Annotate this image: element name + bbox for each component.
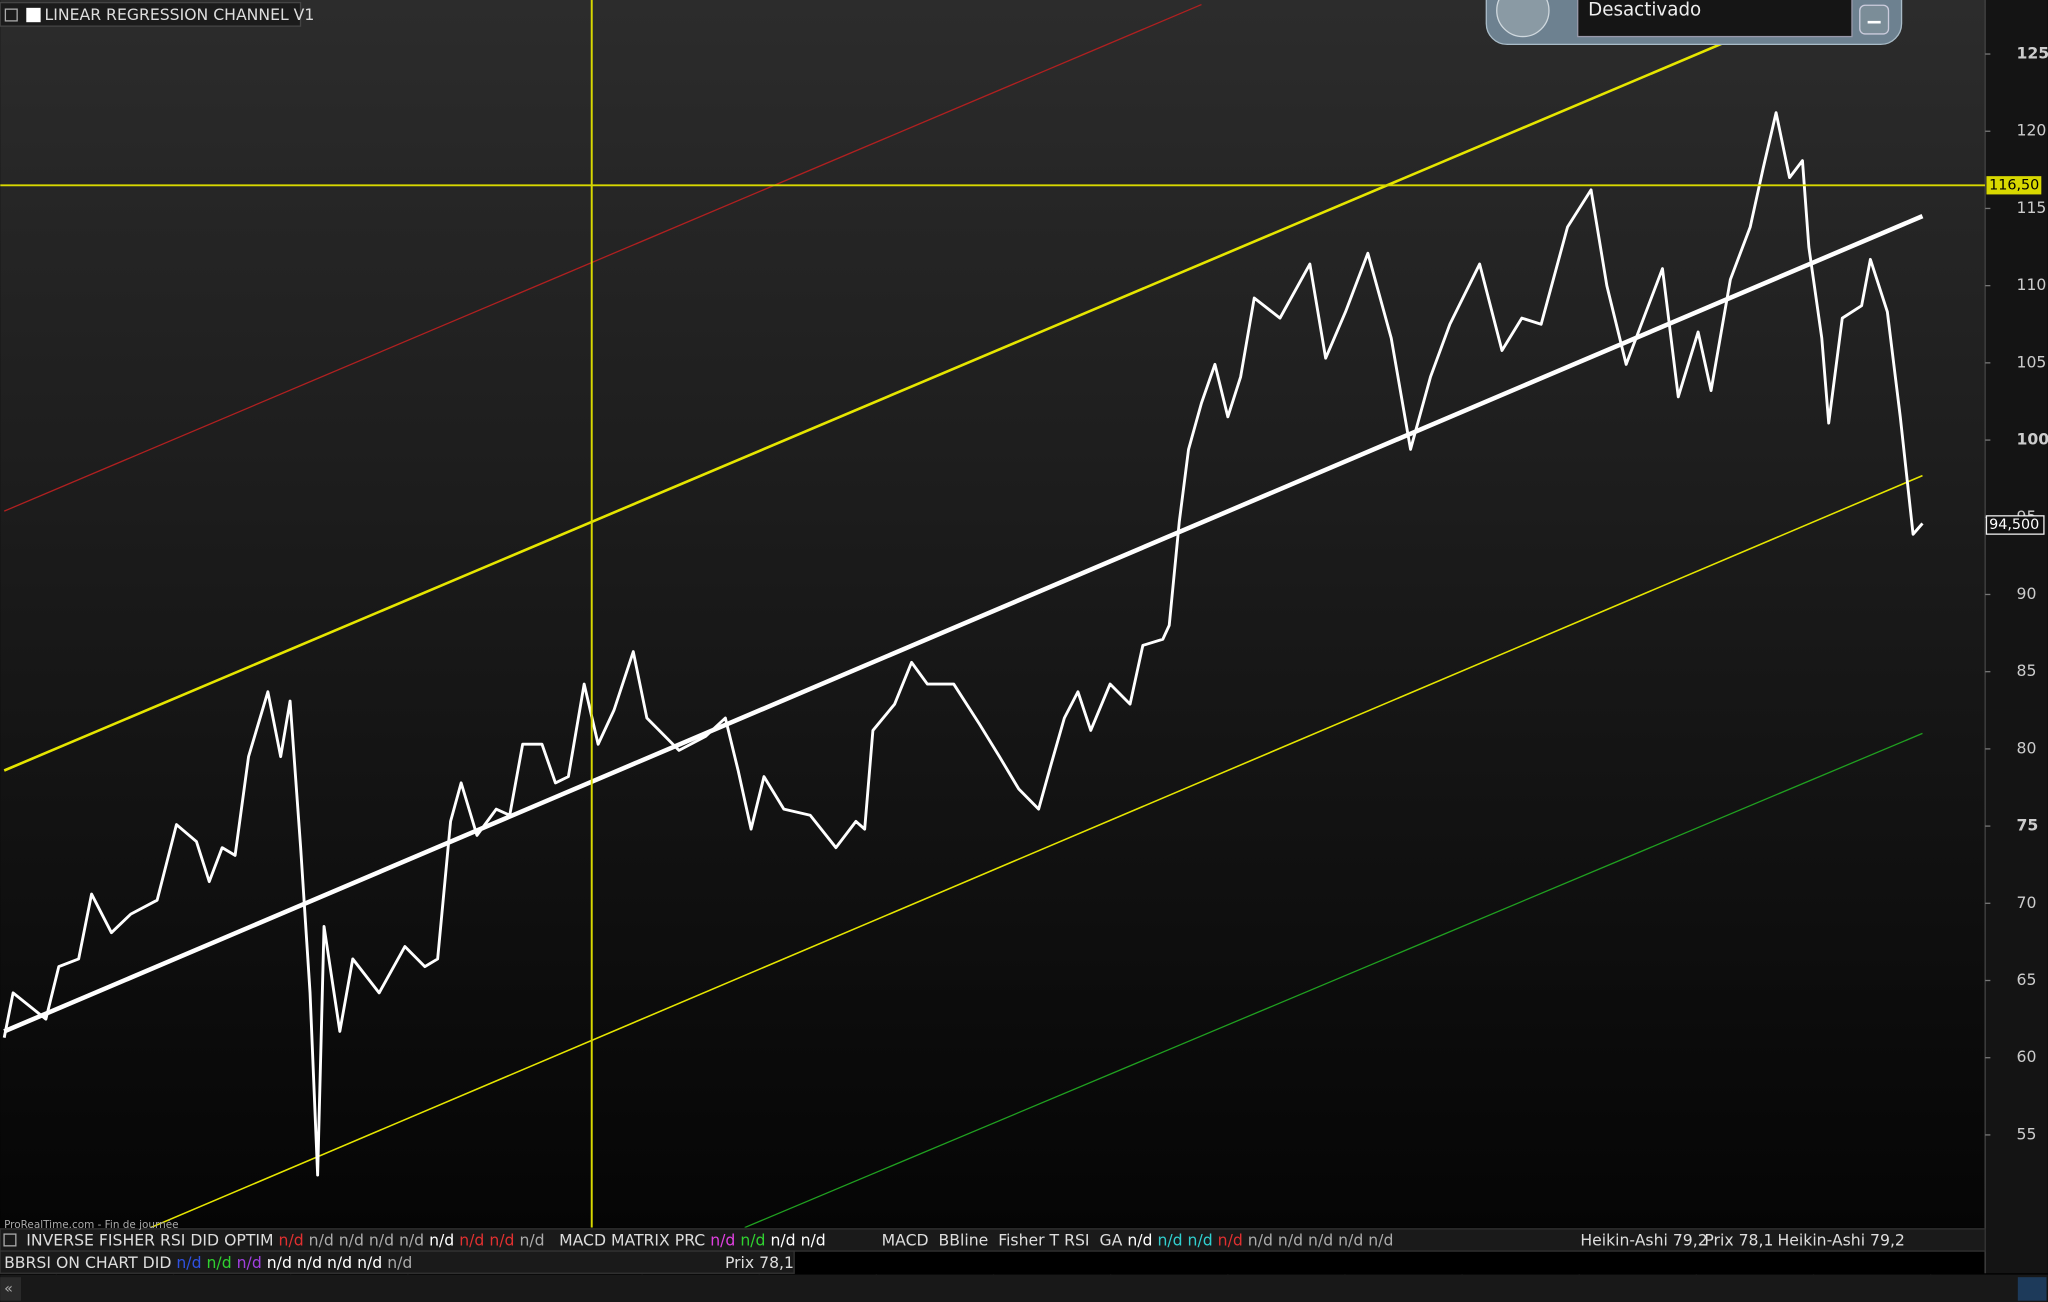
- indicator-segment: n/d: [429, 1230, 459, 1249]
- y-tick-label: 100: [2016, 430, 2048, 449]
- indicator-label: INVERSE FISHER RSI DID OPTIM n/d n/d n/d…: [26, 1230, 544, 1249]
- indicator-segment: MACD BBline Fisher T RSI GA: [882, 1230, 1128, 1249]
- indicator-segment: Heikin-Ashi 79,2: [1778, 1230, 1905, 1249]
- indicator-segment: Heikin-Ashi 79,2: [1580, 1230, 1707, 1249]
- indicator-segment: n/d n/d: [459, 1230, 519, 1249]
- y-tick-label: 110: [2016, 275, 2046, 294]
- y-axis-panel: [1985, 0, 2048, 1274]
- indicator-title: LINEAR REGRESSION CHANNEL V1: [45, 5, 315, 24]
- indicator-segment: INVERSE FISHER RSI DID OPTIM: [26, 1230, 278, 1249]
- indicator-segment: n/d: [279, 1230, 309, 1249]
- y-tick-label: 90: [2016, 584, 2036, 603]
- indicator-segment: n/d n/d: [1157, 1230, 1217, 1249]
- indicator-row: [0, 1250, 795, 1274]
- y-tick-label: 70: [2016, 893, 2036, 912]
- indicator-label: Heikin-Ashi 79,2: [1580, 1230, 1707, 1249]
- series-line: [3, 3, 1202, 512]
- indicator-segment: n/d: [176, 1252, 206, 1271]
- crosshair-y-box: [1986, 176, 2042, 195]
- scroll-icon: «: [4, 1281, 13, 1297]
- indicator-label: Prix 78,1: [1704, 1230, 1773, 1249]
- widget-display: [1577, 0, 1853, 38]
- mic-button[interactable]: [1496, 0, 1550, 38]
- y-tick-label: 115: [2016, 198, 2046, 217]
- series-line: [744, 732, 1923, 1228]
- indicator-label: Prix 78,1: [725, 1252, 794, 1271]
- series-line: [2, 111, 1924, 1177]
- series-line: [150, 474, 1923, 1228]
- y-tick-label: 65: [2016, 970, 2036, 989]
- scroll-button[interactable]: [0, 1277, 22, 1301]
- y-tick-label: 75: [2016, 816, 2038, 835]
- indicator-label: Heikin-Ashi 79,2: [1778, 1230, 1905, 1249]
- source-note: ProRealTime.com - Fin de journée: [4, 1219, 179, 1231]
- checkbox[interactable]: [26, 7, 41, 23]
- indicator-segment: n/d: [1218, 1230, 1248, 1249]
- indicator-segment: n/d: [207, 1252, 237, 1271]
- indicator-title-box: [0, 1, 302, 27]
- window-icon[interactable]: [4, 8, 18, 22]
- indicator-row: [0, 1228, 1986, 1252]
- y-tick-label: 125: [2016, 44, 2048, 63]
- indicator-segment: n/d n/d n/d n/d: [309, 1230, 429, 1249]
- indicator-segment: n/d n/d n/d n/d: [267, 1252, 387, 1271]
- window-icon: [3, 1233, 17, 1247]
- widget: Desactivado: [1485, 0, 1903, 46]
- series-line: [3, 35, 1738, 772]
- indicator-segment: n/d: [237, 1252, 267, 1271]
- indicator-segment: n/d: [1127, 1230, 1157, 1249]
- y-tick-label: 55: [2016, 1124, 2036, 1143]
- widget-status: Desactivado: [1588, 0, 1701, 20]
- series-line: [3, 214, 1924, 1034]
- y-tick-label: 105: [2016, 352, 2046, 371]
- indicator-segment: n/d: [387, 1252, 412, 1271]
- scroll-end-button[interactable]: [2017, 1277, 2047, 1301]
- y-tick-label: 85: [2016, 661, 2036, 680]
- indicator-segment: n/d n/d n/d n/d n/d: [1248, 1230, 1394, 1249]
- indicator-label: BBRSI ON CHART DID n/d n/d n/d n/d n/d n…: [4, 1252, 412, 1271]
- indicator-segment: n/d: [740, 1230, 770, 1249]
- indicator-segment: BBRSI ON CHART DID: [4, 1252, 176, 1271]
- x-axis-panel: [0, 1274, 2048, 1302]
- indicator-segment: Prix 78,1: [725, 1252, 794, 1271]
- minimize-button[interactable]: [1859, 4, 1890, 35]
- last-price-box: [1985, 515, 2045, 535]
- indicator-segment: n/d: [710, 1230, 740, 1249]
- indicator-label: MACD MATRIX PRC n/d n/d n/d n/d: [559, 1230, 826, 1249]
- indicator-segment: n/d n/d: [770, 1230, 825, 1249]
- indicator-label: MACD BBline Fisher T RSI GA n/d n/d n/d …: [882, 1230, 1394, 1249]
- indicator-segment: Prix 78,1: [1704, 1230, 1773, 1249]
- last-price-label: 94,500: [1989, 517, 2039, 533]
- crosshair-y-label: 116,50: [1989, 177, 2039, 193]
- y-tick-label: 120: [2016, 121, 2046, 140]
- indicator-segment: MACD MATRIX PRC: [559, 1230, 710, 1249]
- y-tick-label: 60: [2016, 1047, 2036, 1066]
- y-tick-label: 80: [2016, 738, 2036, 757]
- indicator-segment: n/d: [519, 1230, 544, 1249]
